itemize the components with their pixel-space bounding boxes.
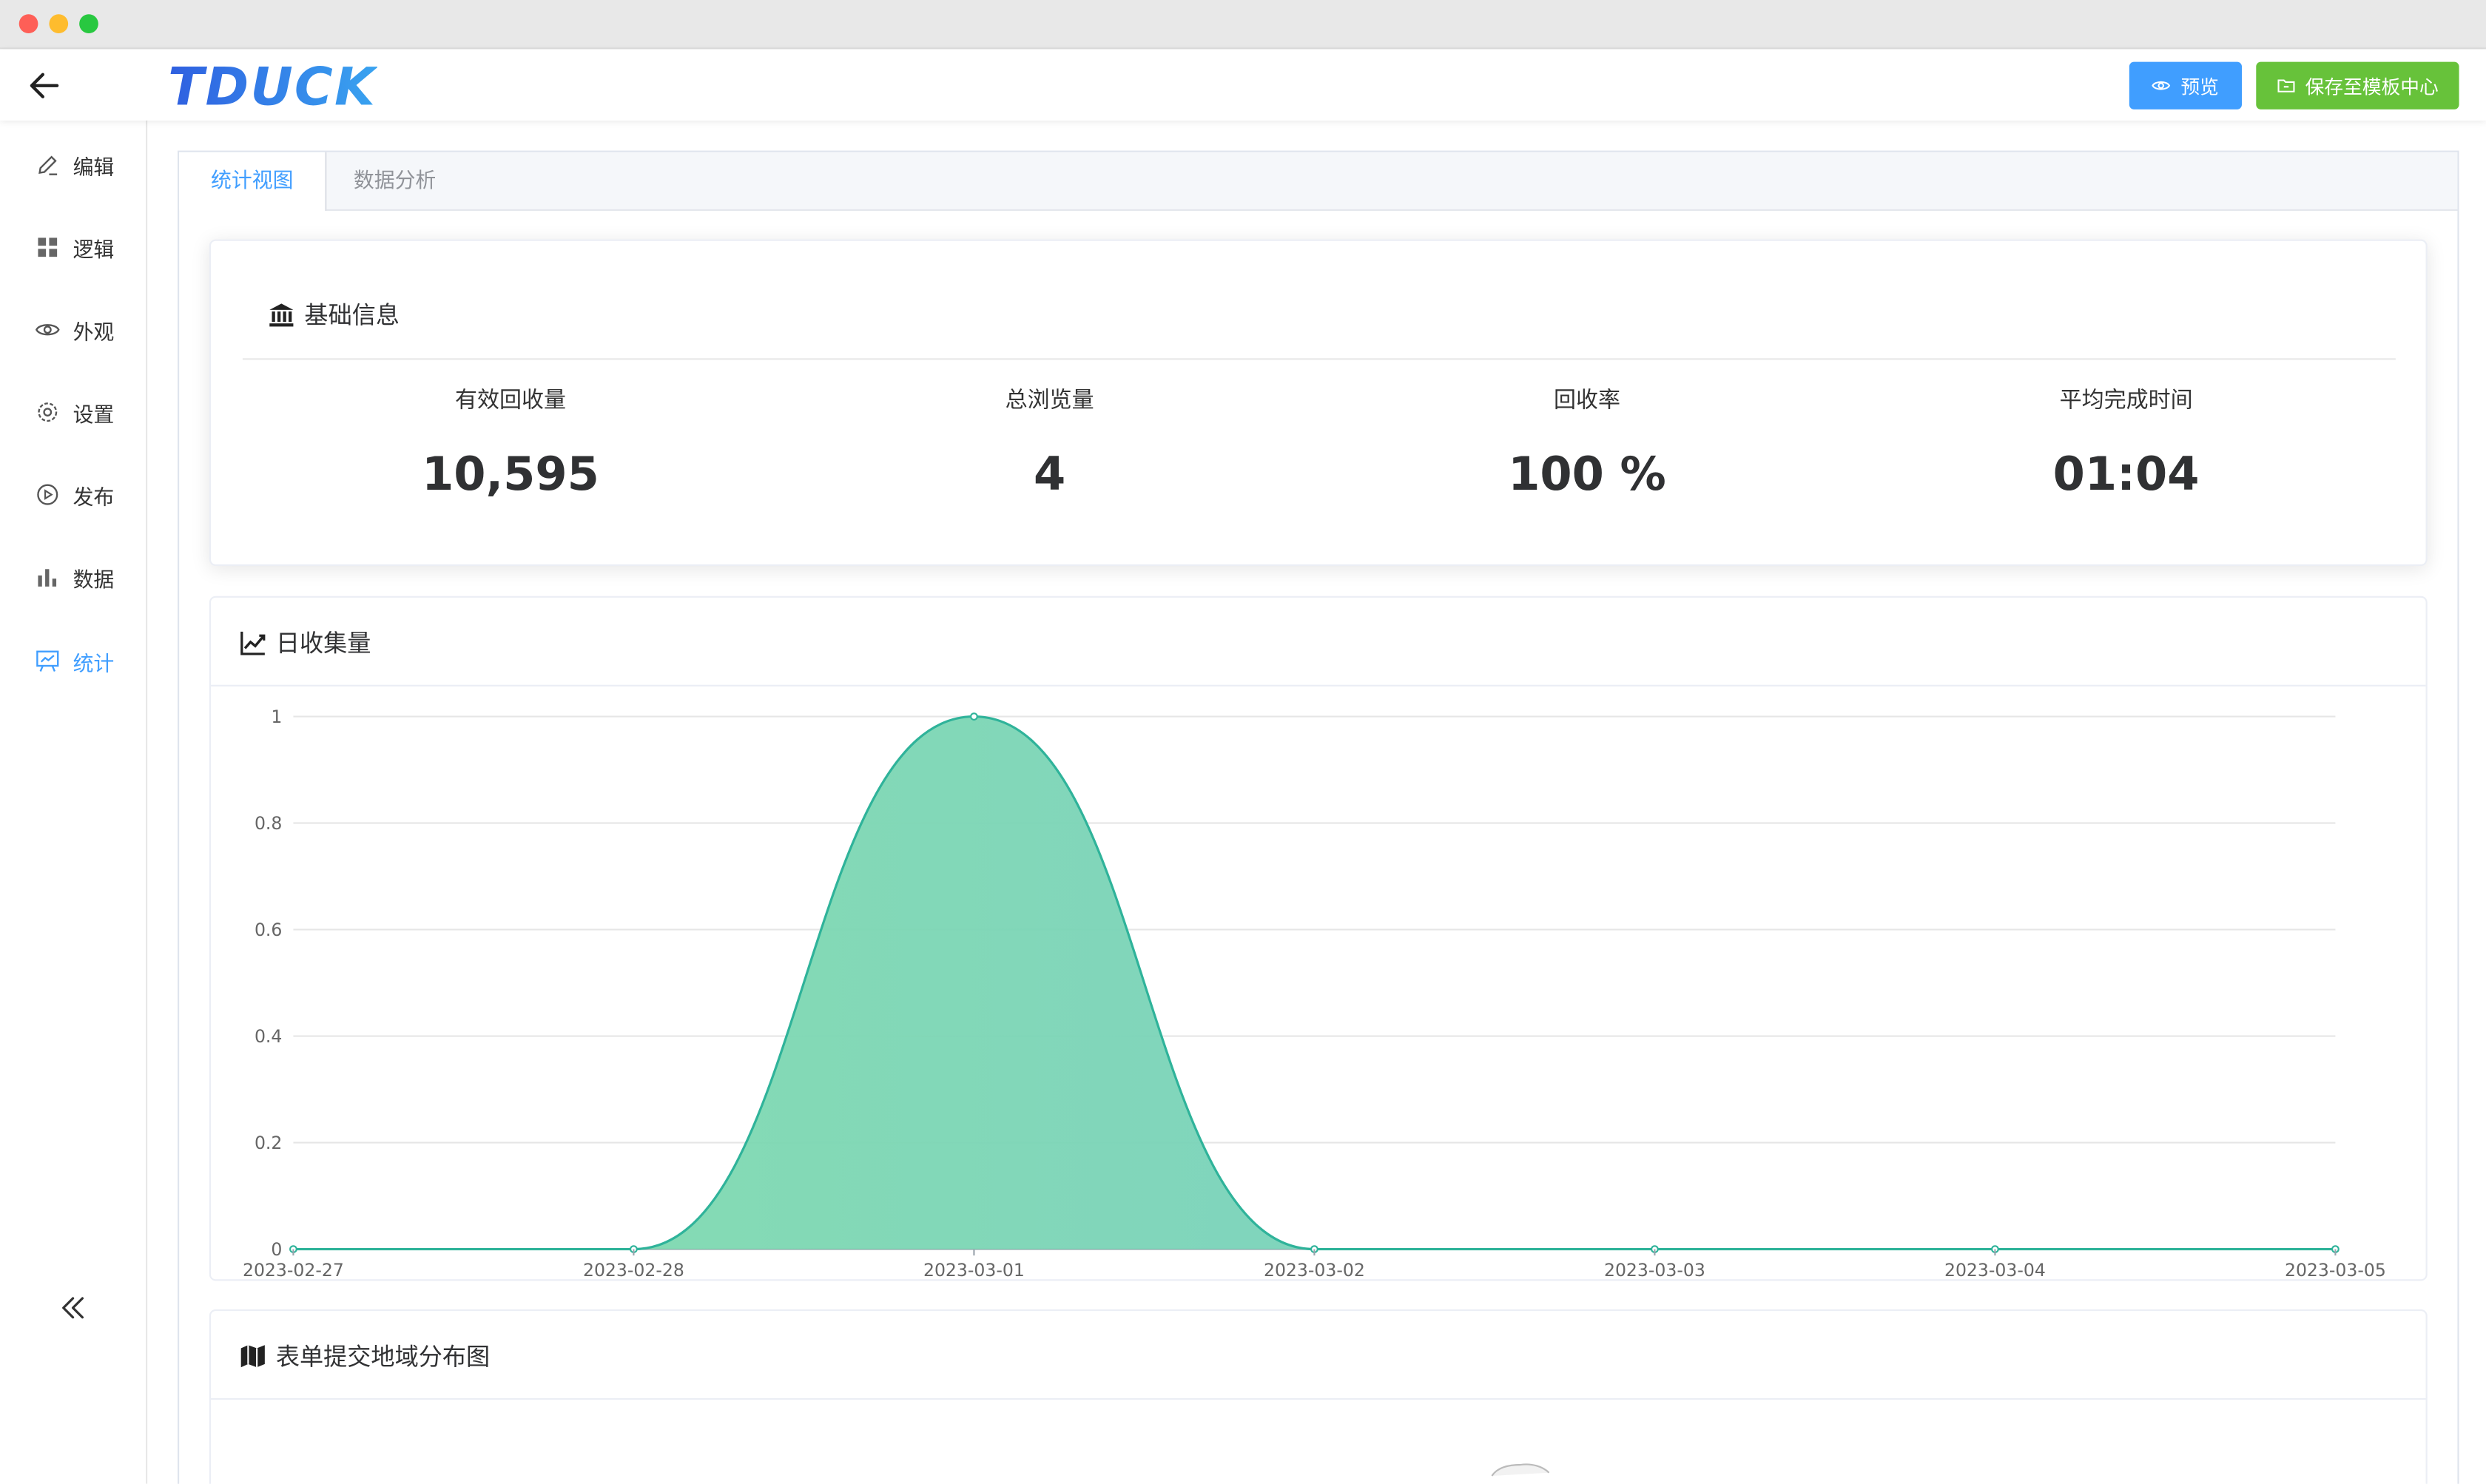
stat-value: 01:04 [2052,447,2200,502]
tab-data-analysis[interactable]: 数据分析 [353,169,437,194]
stat-label: 平均完成时间 [2059,388,2193,414]
collapse-sidebar-icon[interactable] [57,1294,89,1323]
basic-info-title: 基础信息 [268,298,400,331]
sidebar-item-label: 设置 [73,403,115,428]
stat-value: 100 % [1508,447,1666,502]
series-area [293,716,2336,1249]
daily-collection-chart: 00.20.40.60.81 2023-02-27 2023-02-28 2023-… [243,706,2386,1279]
divider [211,684,2426,687]
stat-response-rate: 回收率 100 % [1318,384,1857,502]
y-tick-label: 0 [271,1239,282,1260]
window-titlebar [0,0,2486,50]
region-map-title: 表单提交地域分布图 [240,1340,491,1373]
sidebar-item-settings[interactable]: 设置 [35,395,114,430]
x-tick-label: 2023-02-27 [243,1260,344,1279]
sidebar-item-label: 发布 [73,485,115,510]
maximize-window-button[interactable] [79,14,98,33]
x-tick-label: 2023-03-02 [1264,1260,1365,1279]
sidebar-item-label: 数据 [73,568,115,593]
sidebar: 编辑 逻辑 外观 设置 发布 数据 统计 [0,120,148,1484]
sidebar-item-logic[interactable]: 逻辑 [35,230,114,265]
play-icon [37,484,58,505]
x-tick-label: 2023-03-03 [1604,1260,1705,1279]
daily-collection-card: 日收集量 0 0.2 0.4 0.6 0.8 1 2023-02-27 2023-02-28… [209,596,2428,1281]
bank-icon [269,303,294,327]
y-tick-label: 1 [271,706,282,727]
chart-series [289,712,2340,1253]
back-arrow-icon[interactable] [25,68,63,103]
basic-info-title-text: 基础信息 [304,301,400,330]
line-chart-icon [240,631,266,655]
sidebar-item-edit[interactable]: 编辑 [35,147,114,182]
eye-icon [35,324,60,336]
sidebar-item-publish[interactable]: 发布 [35,477,114,512]
preview-button-label: 预览 [2180,75,2219,98]
edit-icon [38,155,58,175]
sidebar-item-data[interactable]: 数据 [35,559,114,594]
eye-icon [2152,81,2172,90]
stat-label: 回收率 [1554,388,1620,414]
stat-total-views: 总浏览量 4 [780,384,1319,502]
sidebar-item-label: 统计 [73,652,115,676]
x-tick-label: 2023-02-28 [583,1260,684,1279]
divider [242,358,2396,360]
y-tick-label: 0.2 [255,1133,282,1153]
y-tick-label: 0.8 [255,813,282,834]
tabs-container: 统计视图 数据分析 基础信息 有效回收量 10,595 总浏览量 4 [178,150,2459,1484]
stat-avg-completion-time: 平均完成时间 01:04 [1856,384,2396,502]
preview-button[interactable]: 预览 [2129,61,2242,109]
y-axis: 0 0.2 0.4 0.6 0.8 1 [255,706,282,1260]
folder-icon [2277,79,2295,92]
stat-value: 10,595 [422,447,599,502]
china-map-outline [1491,1463,1550,1477]
app-header: TDUCK 预览 保存至模板中心 [0,49,2486,121]
main-content: 统计视图 数据分析 基础信息 有效回收量 10,595 总浏览量 4 [147,120,2486,1484]
stat-valid-responses: 有效回收量 10,595 [241,384,781,502]
y-tick-label: 0.4 [255,1026,282,1047]
x-axis: 2023-02-27 2023-02-28 2023-03-01 2023-03-02… [243,1249,2386,1279]
map-icon [240,1345,265,1368]
sidebar-item-label: 逻辑 [73,238,115,263]
sidebar-item-appearance[interactable]: 外观 [35,312,114,347]
x-tick-label: 2023-03-01 [923,1260,1025,1279]
stat-value: 4 [1033,447,1066,502]
region-map-title-text: 表单提交地域分布图 [275,1343,491,1372]
save-to-template-button[interactable]: 保存至模板中心 [2256,61,2459,109]
grid-icon [38,237,58,257]
save-button-label: 保存至模板中心 [2305,75,2439,98]
tab-statistics-view[interactable]: 统计视图 [179,152,327,211]
basic-info-card: 基础信息 有效回收量 10,595 总浏览量 4 回收率 100 % 平均完成时… [209,239,2428,566]
data-point[interactable] [970,712,978,721]
region-map-card: 表单提交地域分布图 [209,1309,2428,1484]
series-line [293,715,2336,1251]
stat-label: 有效回收量 [455,388,566,414]
x-tick-label: 2023-03-04 [1944,1260,2046,1279]
sidebar-item-label: 外观 [73,320,115,345]
app-logo: TDUCK [168,55,377,118]
daily-collection-title: 日收集量 [240,626,371,659]
stat-label: 总浏览量 [1005,388,1094,414]
gear-icon [38,402,58,422]
y-tick-label: 0.6 [255,920,282,940]
sidebar-item-label: 编辑 [73,156,115,181]
bar-chart-icon [38,569,57,587]
divider [211,1398,2426,1400]
close-window-button[interactable] [18,14,38,33]
tab-bar: 统计视图 数据分析 [179,152,2458,211]
chart-grid [293,715,2336,1250]
x-tick-label: 2023-03-05 [2285,1260,2386,1279]
minimize-window-button[interactable] [49,14,69,33]
sidebar-item-statistics[interactable]: 统计 [35,644,114,678]
presentation-icon [36,650,59,672]
daily-collection-title-text: 日收集量 [275,629,371,658]
